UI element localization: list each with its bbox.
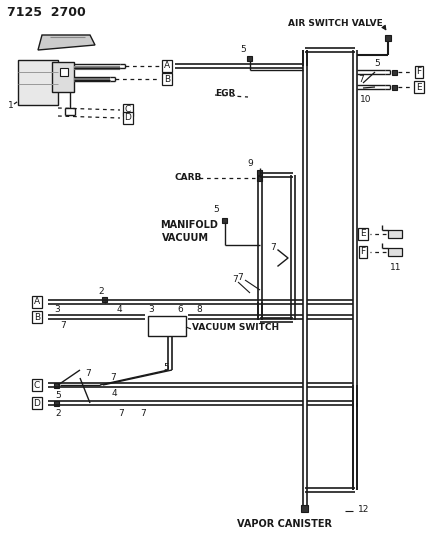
Bar [223,217,228,222]
Text: VAPOR CANISTER: VAPOR CANISTER [238,519,333,529]
Text: CARB: CARB [175,174,202,182]
Text: 4: 4 [117,304,123,313]
Bar [148,316,186,336]
Text: 7: 7 [270,244,276,253]
Text: C: C [34,381,40,390]
Text: EGR: EGR [215,88,235,98]
Text: 5: 5 [374,59,380,68]
Text: 3: 3 [148,304,154,313]
Text: F: F [416,68,422,77]
Bar [54,383,59,387]
Text: 7: 7 [140,408,146,417]
Text: 7: 7 [118,408,124,417]
Text: C: C [125,106,131,115]
Text: 10: 10 [360,95,372,104]
Text: D: D [125,114,131,123]
Text: D: D [33,399,40,408]
Text: 4: 4 [112,389,118,398]
Bar [54,400,59,406]
Text: AIR SWITCH VALVE: AIR SWITCH VALVE [288,19,383,28]
Text: 7: 7 [358,76,364,85]
Bar [52,62,74,92]
Text: B: B [34,312,40,321]
Text: MANIFOLD: MANIFOLD [160,220,218,230]
Text: E: E [360,230,366,238]
Text: VACUUM: VACUUM [162,233,209,243]
Bar [258,175,262,181]
Text: 2: 2 [98,287,104,296]
Text: F: F [360,247,366,256]
Bar [392,69,398,75]
Text: 9: 9 [247,158,253,167]
Bar [247,55,253,61]
Text: 3: 3 [54,304,60,313]
Text: 1: 1 [8,101,14,109]
Bar [385,35,391,41]
Text: 12: 12 [358,505,369,514]
Bar [388,248,402,256]
Text: 5: 5 [240,45,246,54]
Bar [258,169,262,174]
Bar [60,68,68,76]
Bar [392,85,398,90]
Text: 7: 7 [60,320,66,329]
Text: 7: 7 [237,273,243,282]
Bar [102,296,107,302]
Bar [388,230,402,238]
Text: 8: 8 [196,304,202,313]
Text: 7: 7 [85,368,91,377]
Bar [301,505,309,512]
Text: B: B [164,75,170,84]
Text: 11: 11 [390,263,401,272]
Text: A: A [34,297,40,306]
Text: 7: 7 [232,276,238,285]
Text: 5: 5 [55,391,61,400]
Text: 7125  2700: 7125 2700 [7,5,86,19]
Text: 5: 5 [213,206,219,214]
Polygon shape [38,35,95,50]
Text: A: A [164,61,170,70]
Text: 6: 6 [177,304,183,313]
Text: 7: 7 [110,373,116,382]
Text: 5: 5 [163,364,169,373]
Text: VACUUM SWITCH: VACUUM SWITCH [192,322,279,332]
Bar [18,60,58,105]
Text: 2: 2 [55,408,61,417]
Text: E: E [416,83,422,92]
